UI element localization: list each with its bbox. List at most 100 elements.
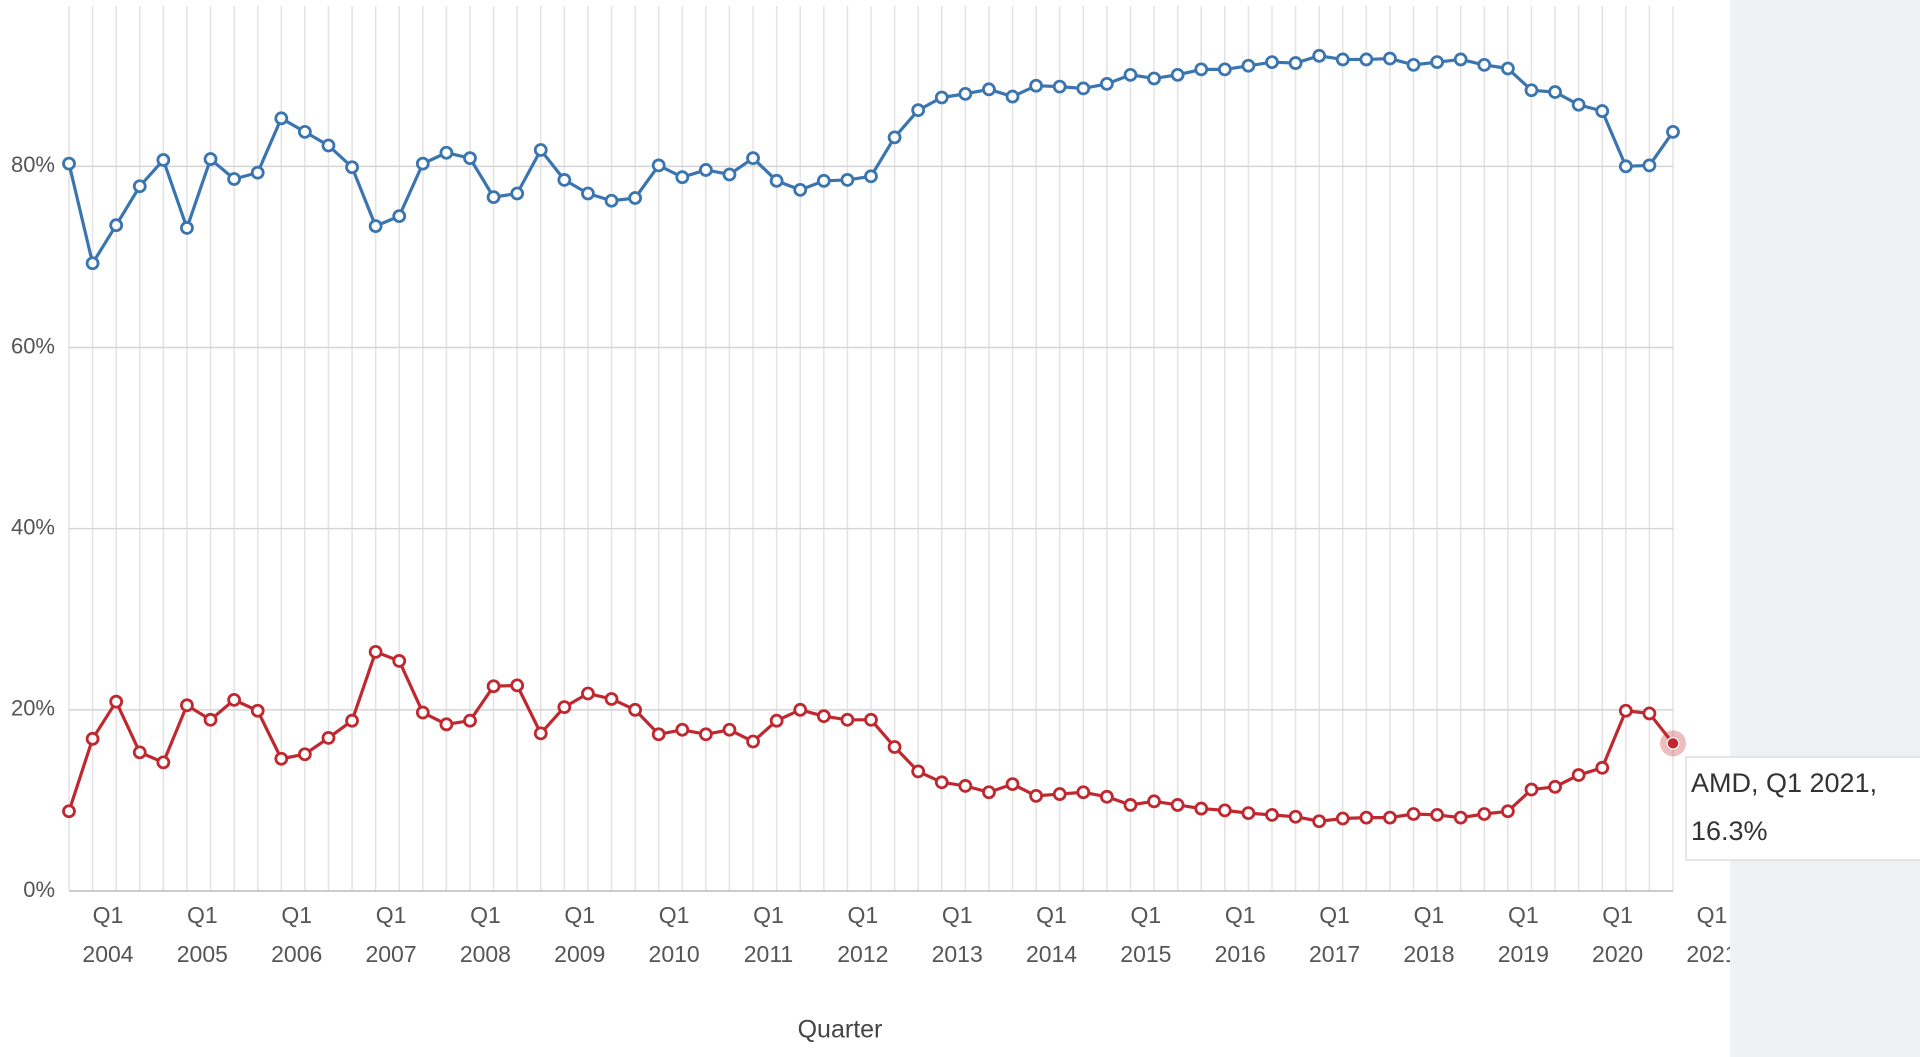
point bbox=[439, 145, 454, 160]
x-tick-label: Q1 2005 bbox=[177, 902, 228, 967]
x-tick-label: Q1 2004 bbox=[82, 902, 133, 967]
point bbox=[651, 158, 666, 173]
point bbox=[911, 103, 926, 118]
point bbox=[345, 160, 359, 175]
point bbox=[887, 740, 902, 754]
point bbox=[85, 256, 100, 271]
point bbox=[439, 717, 454, 732]
point bbox=[1241, 806, 1256, 820]
point bbox=[557, 173, 572, 187]
point bbox=[533, 143, 548, 157]
point bbox=[1500, 804, 1515, 819]
point bbox=[250, 165, 265, 180]
point bbox=[1383, 810, 1397, 825]
x-tick-label: Q1 2011 bbox=[744, 902, 793, 967]
point bbox=[698, 727, 713, 742]
point bbox=[1170, 67, 1185, 82]
point bbox=[274, 751, 289, 766]
point bbox=[864, 169, 878, 184]
point bbox=[722, 722, 737, 737]
x-tick-label: Q1 2013 bbox=[932, 902, 983, 967]
point bbox=[1571, 97, 1586, 112]
point bbox=[1288, 809, 1303, 824]
tooltip: AMD, Q1 2021, 16.3% bbox=[1685, 756, 1920, 861]
point bbox=[1335, 811, 1350, 826]
point bbox=[203, 712, 218, 727]
x-tick-label: Q1 2010 bbox=[649, 902, 700, 967]
point bbox=[840, 173, 855, 187]
point bbox=[510, 678, 525, 693]
point bbox=[109, 694, 124, 709]
point bbox=[1076, 81, 1091, 96]
point bbox=[132, 745, 147, 760]
point bbox=[1147, 794, 1161, 809]
point bbox=[911, 764, 926, 779]
point bbox=[1524, 83, 1539, 98]
point bbox=[1548, 85, 1562, 99]
point bbox=[1005, 89, 1020, 104]
point bbox=[1406, 807, 1421, 821]
x-tick-label: Q1 2006 bbox=[271, 902, 322, 967]
point bbox=[1123, 67, 1138, 82]
point bbox=[934, 90, 949, 105]
point bbox=[321, 731, 336, 745]
point bbox=[698, 163, 713, 177]
x-tick-label: Q1 2016 bbox=[1215, 902, 1266, 967]
x-tick-label: Q1 2020 bbox=[1592, 902, 1643, 967]
x-tick-label: Q1 2019 bbox=[1498, 902, 1549, 967]
x-tick-label: Q1 2021 bbox=[1686, 902, 1737, 967]
point bbox=[533, 726, 548, 741]
point bbox=[1548, 779, 1562, 794]
point bbox=[109, 218, 124, 233]
y-tick-label: 80% bbox=[11, 152, 55, 177]
point bbox=[722, 167, 737, 182]
point bbox=[156, 755, 171, 770]
point bbox=[982, 785, 996, 800]
point bbox=[486, 679, 501, 694]
point bbox=[368, 219, 383, 234]
point bbox=[62, 804, 76, 819]
point bbox=[604, 692, 619, 706]
x-tick-label: Q1 2008 bbox=[460, 902, 511, 967]
point bbox=[1430, 808, 1445, 822]
point bbox=[1477, 57, 1492, 72]
tooltip-box bbox=[1685, 756, 1920, 861]
point bbox=[746, 734, 760, 749]
point bbox=[1099, 789, 1114, 804]
point bbox=[1406, 57, 1421, 72]
x-tick-label: Q1 2017 bbox=[1309, 902, 1360, 967]
y-tick-label: 40% bbox=[11, 514, 55, 539]
point bbox=[62, 156, 76, 171]
point bbox=[368, 644, 383, 659]
point bbox=[1453, 52, 1468, 67]
point bbox=[1500, 61, 1515, 76]
point bbox=[415, 705, 430, 720]
point bbox=[1618, 703, 1633, 718]
point bbox=[1217, 803, 1232, 818]
point bbox=[1147, 71, 1161, 86]
point bbox=[604, 193, 619, 208]
point bbox=[1666, 125, 1680, 139]
point bbox=[321, 138, 336, 153]
point bbox=[1217, 62, 1232, 77]
y-tick-label: 0% bbox=[23, 877, 55, 902]
point bbox=[85, 731, 100, 746]
point bbox=[1312, 814, 1327, 829]
point bbox=[934, 775, 949, 790]
point bbox=[1123, 798, 1138, 812]
point bbox=[581, 686, 595, 701]
point bbox=[864, 712, 878, 727]
point bbox=[1430, 55, 1445, 70]
point bbox=[1052, 787, 1067, 801]
point bbox=[227, 692, 242, 707]
x-tick-label: Q1 2009 bbox=[554, 902, 605, 967]
point bbox=[132, 179, 147, 194]
point bbox=[156, 153, 171, 167]
point bbox=[1477, 807, 1492, 821]
point bbox=[1335, 52, 1350, 67]
point bbox=[1383, 51, 1397, 66]
point bbox=[1099, 77, 1114, 91]
point bbox=[958, 86, 973, 101]
